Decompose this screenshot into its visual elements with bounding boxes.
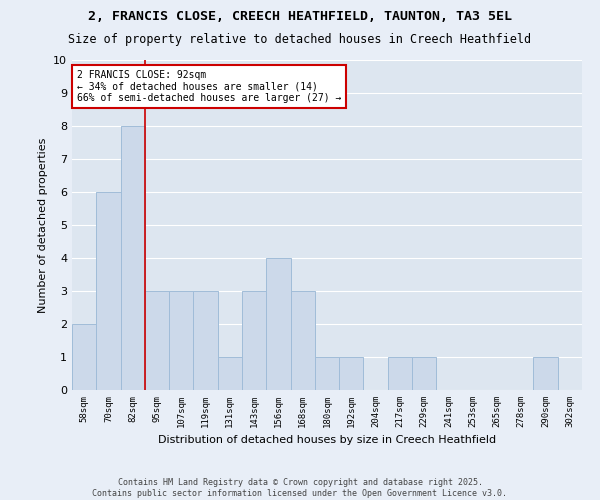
- Bar: [533, 357, 558, 390]
- Bar: [121, 126, 145, 390]
- Bar: [290, 291, 315, 390]
- Bar: [72, 324, 96, 390]
- Text: 2 FRANCIS CLOSE: 92sqm
← 34% of detached houses are smaller (14)
66% of semi-det: 2 FRANCIS CLOSE: 92sqm ← 34% of detached…: [77, 70, 341, 103]
- Bar: [315, 357, 339, 390]
- Text: 2, FRANCIS CLOSE, CREECH HEATHFIELD, TAUNTON, TA3 5EL: 2, FRANCIS CLOSE, CREECH HEATHFIELD, TAU…: [88, 10, 512, 23]
- Text: Size of property relative to detached houses in Creech Heathfield: Size of property relative to detached ho…: [68, 32, 532, 46]
- Bar: [266, 258, 290, 390]
- Bar: [412, 357, 436, 390]
- X-axis label: Distribution of detached houses by size in Creech Heathfield: Distribution of detached houses by size …: [158, 436, 496, 446]
- Text: Contains HM Land Registry data © Crown copyright and database right 2025.
Contai: Contains HM Land Registry data © Crown c…: [92, 478, 508, 498]
- Bar: [193, 291, 218, 390]
- Bar: [339, 357, 364, 390]
- Bar: [96, 192, 121, 390]
- Bar: [242, 291, 266, 390]
- Bar: [388, 357, 412, 390]
- Bar: [145, 291, 169, 390]
- Bar: [169, 291, 193, 390]
- Bar: [218, 357, 242, 390]
- Y-axis label: Number of detached properties: Number of detached properties: [38, 138, 47, 312]
